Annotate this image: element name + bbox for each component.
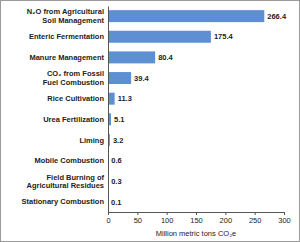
x-axis: 0 50 100 150 200 250 300 — [106, 212, 290, 225]
data-label: 39.4 — [134, 74, 149, 83]
category: Manure Management — [29, 53, 104, 62]
bar — [108, 31, 211, 43]
data-labels: 266.4 175.4 80.4 39.4 11.3 5.1 3.2 0.6 0.3 0.1 — [111, 12, 287, 207]
category-label-line: Liming — [79, 136, 104, 145]
tick-label: 300 — [278, 216, 291, 225]
category-label-line: Stationary Combustion — [21, 197, 104, 206]
category-label: Manure Management — [29, 53, 104, 62]
data-label: 11.3 — [118, 94, 132, 103]
y-axis: N₂O from AgriculturalSoil Management Ente… — [21, 7, 108, 213]
bars — [108, 10, 264, 208]
tick-label: 200 — [220, 216, 233, 225]
category-label: Rice Cultivation — [47, 94, 104, 103]
tick: 300 — [278, 212, 291, 225]
category-label-line: Urea Fertilization — [43, 115, 104, 124]
category-label: Mobile Combustion — [34, 156, 104, 165]
category: Urea Fertilization — [43, 115, 104, 124]
tick-mark — [255, 212, 256, 215]
tick-mark — [284, 212, 285, 215]
category: Field Burning ofAgricultural Residues — [26, 173, 104, 191]
data-label: 175.4 — [214, 32, 234, 41]
tick: 50 — [134, 212, 142, 225]
tick-label: 50 — [134, 216, 142, 225]
category: CO₂ from FossilFuel Combustion — [43, 69, 105, 87]
category: Stationary Combustion — [21, 197, 104, 206]
tick: 150 — [190, 212, 203, 225]
chart: 0 50 100 150 200 250 300 N₂O from AgriculturalS… — [0, 0, 300, 242]
category-label-line: Soil Management — [42, 16, 104, 25]
axis-line — [108, 7, 109, 213]
tick-mark — [196, 212, 197, 215]
category-label-line: Manure Management — [29, 53, 104, 62]
tick: 250 — [249, 212, 262, 225]
x-axis-title: Million metric tons CO₂e — [156, 229, 236, 238]
category-label-line: Mobile Combustion — [34, 156, 104, 165]
category: Enteric Fermentation — [29, 32, 104, 41]
data-label: 0.3 — [111, 177, 121, 186]
category-label: N₂O from AgriculturalSoil Management — [27, 7, 105, 25]
category: Mobile Combustion — [34, 156, 104, 165]
data-label: 0.1 — [111, 198, 121, 207]
category-label: Urea Fertilization — [43, 115, 104, 124]
data-label: 3.2 — [113, 136, 123, 145]
tick-label: 150 — [190, 216, 203, 225]
bar — [108, 72, 131, 84]
data-label: 80.4 — [158, 53, 173, 62]
category-label: Liming — [79, 136, 104, 145]
category-label: CO₂ from FossilFuel Combustion — [43, 69, 105, 87]
tick-mark — [167, 212, 168, 215]
tick: 200 — [220, 212, 233, 225]
category-label: Enteric Fermentation — [29, 32, 104, 41]
tick-label: 100 — [161, 216, 174, 225]
tick-label: 0 — [106, 216, 110, 225]
tick-label: 250 — [249, 216, 262, 225]
plot: 0 50 100 150 200 250 300 N₂O from AgriculturalS… — [21, 7, 290, 226]
tick-mark — [137, 212, 138, 215]
category-label: Stationary Combustion — [21, 197, 104, 206]
bar — [108, 10, 264, 22]
tick: 0 — [106, 212, 110, 225]
tick-mark — [225, 212, 226, 215]
bar — [108, 51, 155, 63]
tick: 100 — [161, 212, 174, 225]
category-label: Field Burning ofAgricultural Residues — [26, 173, 104, 191]
category-label-line: Enteric Fermentation — [29, 32, 104, 41]
category: Liming — [79, 136, 104, 145]
category-label-line: Agricultural Residues — [26, 181, 104, 190]
data-label: 0.6 — [111, 156, 121, 165]
category: N₂O from AgriculturalSoil Management — [27, 7, 105, 25]
frame — [1, 1, 300, 242]
category: Rice Cultivation — [47, 94, 104, 103]
category-label-line: Rice Cultivation — [47, 94, 104, 103]
data-label: 266.4 — [267, 12, 287, 21]
data-label: 5.1 — [114, 115, 124, 124]
category-label-line: Fuel Combustion — [43, 78, 105, 87]
